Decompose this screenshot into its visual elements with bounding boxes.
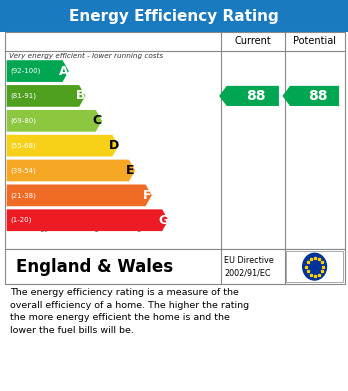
Text: The energy efficiency rating is a measure of the
overall efficiency of a home. T: The energy efficiency rating is a measur… <box>10 288 250 335</box>
Text: G: G <box>158 214 169 227</box>
Text: 88: 88 <box>308 89 328 103</box>
Text: (21-38): (21-38) <box>11 192 37 199</box>
Text: (39-54): (39-54) <box>11 167 37 174</box>
Text: Current: Current <box>235 36 271 47</box>
Text: F: F <box>143 189 151 202</box>
Bar <box>5 249 345 284</box>
Text: D: D <box>109 139 119 152</box>
Text: Energy Efficiency Rating: Energy Efficiency Rating <box>69 9 279 23</box>
Polygon shape <box>7 60 69 82</box>
Text: (69-80): (69-80) <box>11 118 37 124</box>
Text: 88: 88 <box>246 89 266 103</box>
Polygon shape <box>7 85 85 107</box>
Polygon shape <box>219 86 279 106</box>
Polygon shape <box>282 86 339 106</box>
Polygon shape <box>7 160 135 181</box>
Polygon shape <box>7 185 152 206</box>
Text: A: A <box>59 65 69 77</box>
Polygon shape <box>7 110 102 132</box>
Text: C: C <box>93 114 102 127</box>
Bar <box>0 0 348 32</box>
Text: England & Wales: England & Wales <box>16 258 173 276</box>
Text: Not energy efficient - higher running costs: Not energy efficient - higher running co… <box>9 226 163 232</box>
Bar <box>5 32 345 249</box>
Text: EU Directive
2002/91/EC: EU Directive 2002/91/EC <box>224 256 274 277</box>
Text: E: E <box>126 164 135 177</box>
Circle shape <box>303 253 326 280</box>
Text: (81-91): (81-91) <box>11 93 37 99</box>
Text: Potential: Potential <box>293 36 336 47</box>
Text: (1-20): (1-20) <box>11 217 32 224</box>
Polygon shape <box>7 209 168 231</box>
Text: B: B <box>76 90 85 102</box>
Polygon shape <box>7 135 119 156</box>
Text: Very energy efficient - lower running costs: Very energy efficient - lower running co… <box>9 53 163 59</box>
Text: (55-68): (55-68) <box>11 142 37 149</box>
Bar <box>286 251 343 282</box>
Text: (92-100): (92-100) <box>11 68 41 74</box>
